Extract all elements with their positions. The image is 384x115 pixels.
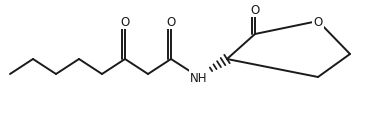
Text: O: O: [313, 15, 323, 28]
Text: O: O: [250, 3, 260, 16]
Text: NH: NH: [190, 71, 208, 84]
Text: O: O: [120, 15, 130, 28]
Text: O: O: [166, 15, 175, 28]
